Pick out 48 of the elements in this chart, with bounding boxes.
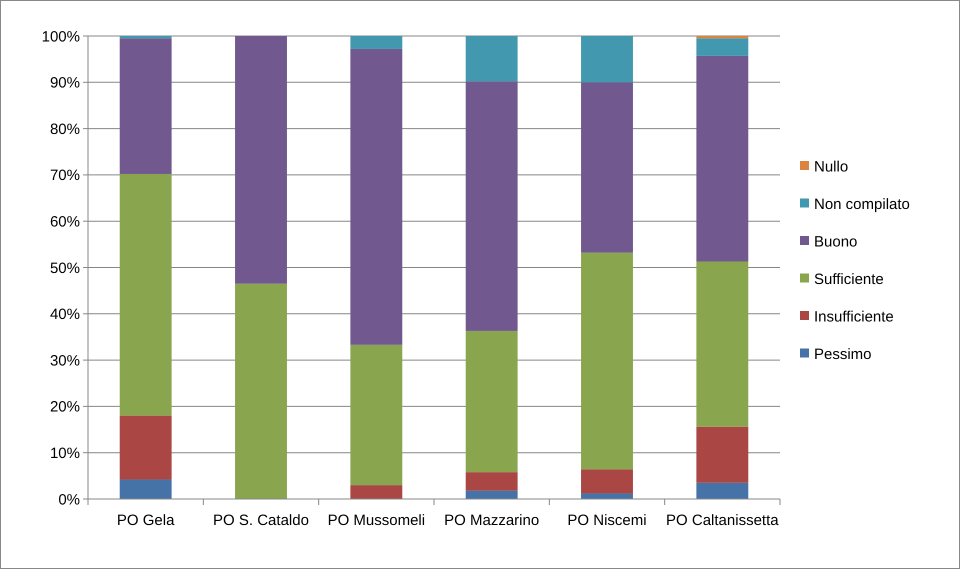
bar <box>466 81 518 331</box>
bar <box>581 469 633 494</box>
legend-label: Sufficiente <box>814 270 884 288</box>
bar <box>696 482 748 499</box>
x-tick-label: PO Mazzarino <box>444 512 540 529</box>
bar <box>581 252 633 470</box>
y-tick-label: 80% <box>50 120 80 138</box>
bar <box>350 344 402 486</box>
bar <box>235 36 287 284</box>
y-tick-label: 100% <box>42 28 80 46</box>
legend-label: Non compilato <box>814 196 910 213</box>
y-tick-label: 40% <box>50 306 80 324</box>
bar <box>466 472 518 491</box>
legend-label: Pessimo <box>814 346 872 363</box>
legend-label: Nullo <box>814 158 848 176</box>
bar <box>350 48 402 345</box>
bar <box>466 490 518 499</box>
y-tick-label: 70% <box>50 167 80 184</box>
y-tick-label: 30% <box>50 352 80 370</box>
legend-label: Insufficiente <box>814 308 894 326</box>
y-tick-label: 60% <box>50 213 80 230</box>
bar <box>581 82 633 253</box>
bar <box>696 38 748 56</box>
y-tick-label: 50% <box>50 260 80 277</box>
x-tick-label: PO Caltanissetta <box>666 512 780 529</box>
bar <box>696 56 748 262</box>
bar <box>120 174 172 416</box>
bar <box>696 261 748 427</box>
bar <box>581 36 633 82</box>
bar <box>350 36 402 49</box>
bar <box>120 38 172 174</box>
bar <box>350 485 402 499</box>
bar <box>120 416 172 480</box>
x-tick-label: PO S. Cataldo <box>213 512 309 529</box>
y-tick-label: 10% <box>50 444 80 462</box>
y-tick-label: 20% <box>50 398 80 416</box>
bar <box>466 36 518 82</box>
x-tick-label: PO Mussomeli <box>328 512 426 529</box>
bar <box>235 284 287 499</box>
bar <box>466 330 518 472</box>
bar <box>581 493 633 499</box>
y-tick-label: 0% <box>58 491 80 508</box>
x-tick-label: PO Niscemi <box>567 512 647 529</box>
bar <box>696 426 748 483</box>
x-tick-label: PO Gela <box>116 512 176 529</box>
legend-label: Buono <box>814 233 858 250</box>
y-tick-label: 90% <box>50 74 80 92</box>
bar <box>120 480 172 499</box>
